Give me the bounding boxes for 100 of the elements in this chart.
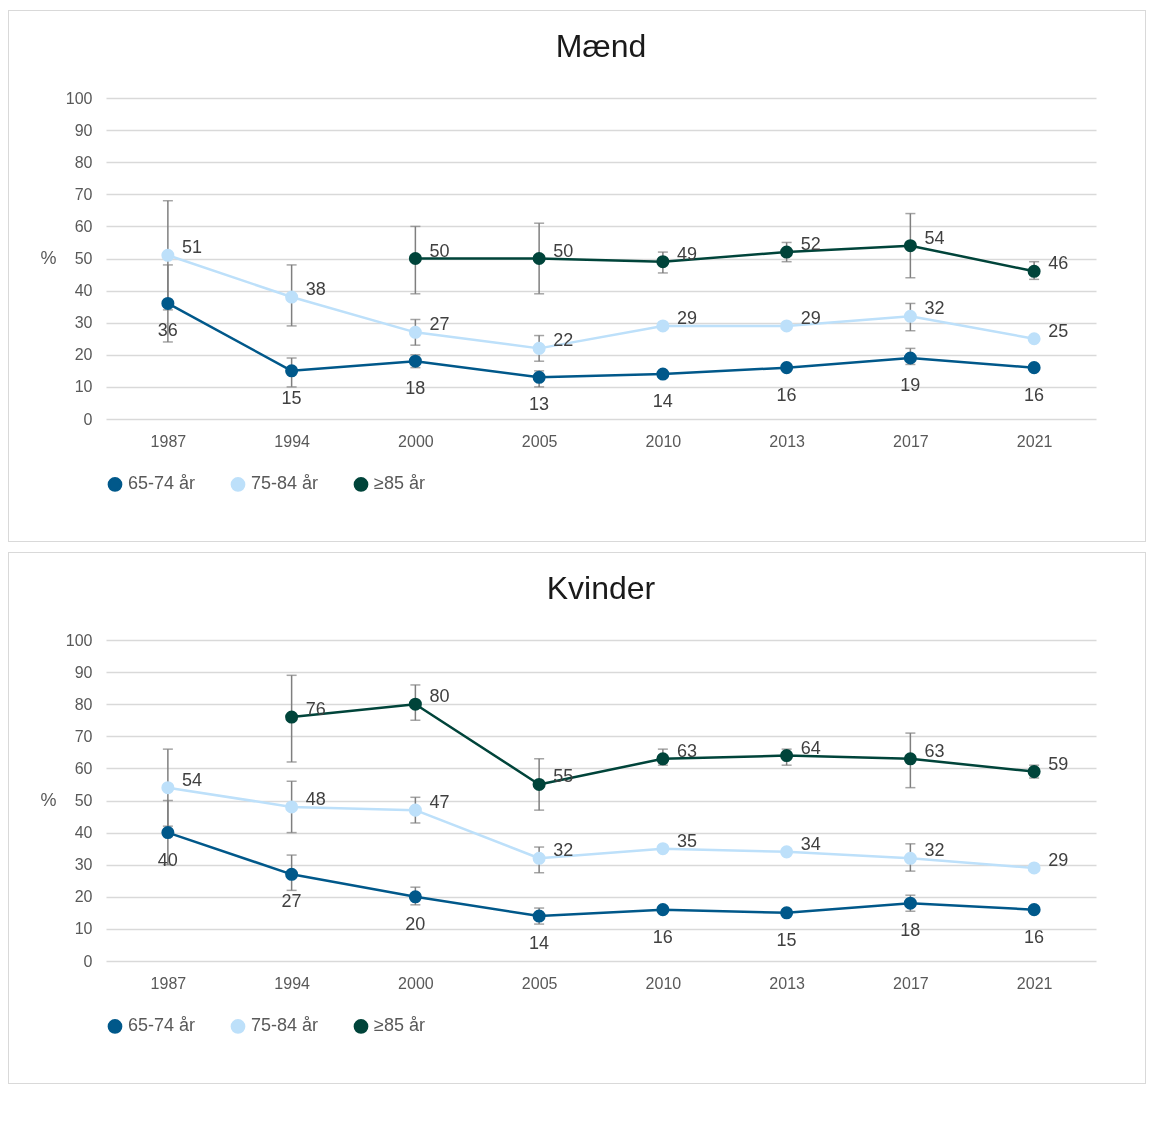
data-label: 50 — [429, 240, 450, 261]
point — [532, 341, 546, 355]
x-tick-label: 2010 — [645, 432, 682, 450]
data-label: 32 — [924, 840, 945, 861]
y-tick-label: 60 — [74, 759, 93, 777]
data-label: 13 — [529, 394, 550, 415]
y-tick-label: 50 — [74, 250, 93, 267]
data-label: 80 — [429, 686, 450, 707]
point — [532, 777, 546, 791]
point — [285, 290, 299, 304]
data-label: 54 — [181, 769, 202, 790]
x-tick-label: 1987 — [150, 432, 187, 450]
data-label: 29 — [800, 307, 821, 328]
data-label: 15 — [281, 387, 302, 408]
data-label: 14 — [652, 391, 673, 412]
x-tick-label: 2013 — [769, 432, 806, 450]
data-label: 16 — [652, 926, 673, 947]
point — [656, 367, 670, 381]
point — [1027, 332, 1041, 346]
point — [408, 697, 422, 711]
point — [656, 752, 670, 766]
data-label: 19 — [900, 375, 921, 396]
point — [656, 842, 670, 856]
y-tick-label: 30 — [74, 856, 93, 874]
data-label: 46 — [1048, 253, 1069, 274]
data-label: 54 — [924, 227, 945, 248]
point — [903, 239, 917, 253]
legend-label: 65-74 år — [128, 473, 196, 494]
y-tick-label: 100 — [65, 631, 93, 649]
chart-title: Mænd — [555, 28, 647, 64]
data-label: 59 — [1048, 753, 1069, 774]
chart-title: Kvinder — [546, 570, 656, 606]
point — [408, 890, 422, 904]
data-label: 16 — [1024, 384, 1045, 405]
point — [161, 248, 175, 262]
data-label: 27 — [281, 891, 302, 912]
data-label: 15 — [776, 929, 797, 950]
point — [532, 370, 546, 384]
y-tick-label: 40 — [74, 824, 93, 842]
legend-label: 75-84 år — [251, 473, 319, 494]
data-label: 29 — [1048, 849, 1069, 870]
y-tick-label: 60 — [74, 217, 93, 235]
y-axis-title: % — [40, 248, 57, 268]
point — [656, 903, 670, 917]
x-tick-label: 2017 — [893, 432, 929, 450]
y-tick-label: 70 — [74, 185, 93, 203]
y-tick-label: 20 — [74, 888, 93, 906]
point — [1027, 361, 1041, 375]
y-tick-label: 80 — [74, 153, 93, 171]
data-label: 29 — [676, 307, 697, 328]
point — [408, 803, 422, 817]
x-tick-label: 1994 — [274, 432, 311, 450]
data-label: 49 — [676, 243, 697, 264]
y-tick-label: 100 — [65, 89, 93, 107]
data-label: 51 — [181, 237, 202, 258]
x-tick-label: 2013 — [769, 974, 806, 992]
y-tick-label: 50 — [74, 792, 93, 809]
data-label: 32 — [924, 298, 945, 319]
y-tick-label: 70 — [74, 727, 93, 745]
data-label: 50 — [553, 240, 574, 261]
point — [1027, 264, 1041, 278]
data-label: 25 — [1048, 320, 1069, 341]
point — [285, 364, 299, 378]
point — [903, 351, 917, 365]
point — [903, 752, 917, 766]
data-label: 14 — [529, 933, 550, 954]
data-label: 35 — [676, 830, 697, 851]
point — [408, 325, 422, 339]
x-tick-label: 2010 — [645, 974, 682, 992]
data-label: 22 — [553, 330, 574, 351]
point — [1027, 861, 1041, 875]
y-tick-label: 40 — [74, 282, 93, 300]
y-tick-label: 30 — [74, 314, 93, 332]
data-label: 18 — [405, 378, 426, 399]
point — [161, 826, 175, 840]
point — [161, 781, 175, 795]
point — [285, 800, 299, 814]
y-tick-label: 20 — [74, 346, 93, 364]
point — [532, 851, 546, 865]
data-label: 52 — [800, 234, 821, 255]
point — [285, 867, 299, 881]
data-label: 16 — [776, 384, 797, 405]
data-label: 18 — [900, 920, 921, 941]
point — [780, 906, 794, 920]
x-tick-label: 2017 — [893, 974, 929, 992]
data-label: 47 — [429, 792, 450, 813]
y-tick-label: 80 — [74, 695, 93, 713]
point — [408, 251, 422, 266]
point — [532, 251, 546, 266]
y-axis-title: % — [40, 790, 57, 810]
y-tick-label: 0 — [83, 952, 93, 970]
point — [285, 710, 299, 724]
y-tick-label: 0 — [83, 410, 93, 428]
y-tick-label: 10 — [74, 920, 93, 938]
point — [780, 845, 794, 859]
data-label: 64 — [800, 737, 821, 758]
x-tick-label: 2000 — [398, 974, 434, 992]
point — [903, 309, 917, 323]
point — [656, 319, 670, 333]
y-tick-label: 90 — [74, 663, 93, 681]
